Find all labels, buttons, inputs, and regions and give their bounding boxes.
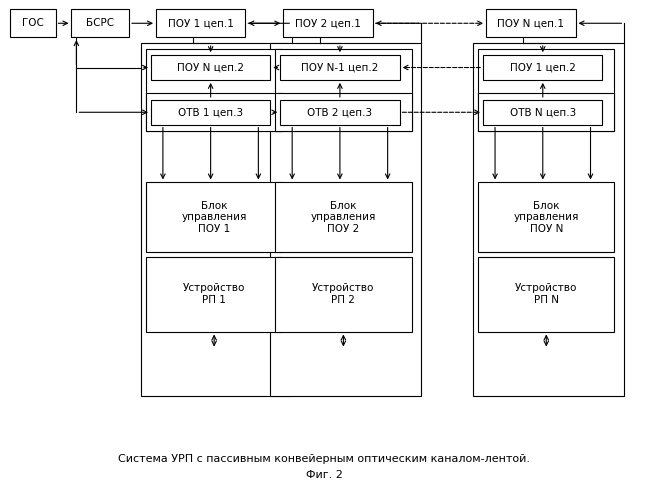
Text: Блок
управления
ПОУ 2: Блок управления ПОУ 2 xyxy=(311,200,376,234)
Bar xyxy=(146,93,282,130)
Text: ОТВ N цеп.3: ОТВ N цеп.3 xyxy=(509,108,576,118)
Bar xyxy=(71,10,129,37)
Bar xyxy=(141,43,292,396)
Text: БСРС: БСРС xyxy=(86,18,114,28)
Bar xyxy=(478,182,615,252)
Text: ГОС: ГОС xyxy=(21,18,43,28)
Bar xyxy=(478,93,615,130)
Text: Устройство
РП 1: Устройство РП 1 xyxy=(183,284,245,305)
Bar xyxy=(151,100,270,124)
Text: ОТВ 2 цеп.3: ОТВ 2 цеп.3 xyxy=(308,108,373,118)
Text: ПОУ N цеп.2: ПОУ N цеп.2 xyxy=(177,62,244,72)
Bar xyxy=(156,10,245,37)
Bar xyxy=(280,100,400,124)
Bar xyxy=(478,49,615,130)
Bar xyxy=(283,10,373,37)
Bar xyxy=(473,43,624,396)
Text: Блок
управления
ПОУ N: Блок управления ПОУ N xyxy=(513,200,579,234)
Bar xyxy=(146,257,282,332)
Bar xyxy=(275,182,411,252)
Bar xyxy=(483,55,602,80)
Bar xyxy=(275,257,411,332)
Text: Устройство
РП 2: Устройство РП 2 xyxy=(312,284,374,305)
Bar xyxy=(280,55,400,80)
Text: Блок
управления
ПОУ 1: Блок управления ПОУ 1 xyxy=(182,200,247,234)
Bar xyxy=(270,43,421,396)
Text: Система УРП с пассивным конвейерным оптическим каналом-лентой.: Система УРП с пассивным конвейерным опти… xyxy=(118,454,530,464)
Bar xyxy=(10,10,56,37)
Bar xyxy=(478,257,615,332)
Text: ПОУ N-1 цеп.2: ПОУ N-1 цеп.2 xyxy=(301,62,378,72)
Bar xyxy=(275,49,411,130)
Text: ОТВ 1 цеп.3: ОТВ 1 цеп.3 xyxy=(178,108,243,118)
Bar xyxy=(146,182,282,252)
Text: ПОУ 1 цеп.2: ПОУ 1 цеп.2 xyxy=(510,62,576,72)
Bar xyxy=(151,55,270,80)
Text: ПОУ N цеп.1: ПОУ N цеп.1 xyxy=(497,18,565,28)
Text: ПОУ 2 цеп.1: ПОУ 2 цеп.1 xyxy=(295,18,361,28)
Bar xyxy=(486,10,576,37)
Bar xyxy=(146,49,282,130)
Bar xyxy=(483,100,602,124)
Text: Фиг. 2: Фиг. 2 xyxy=(306,470,343,480)
Bar xyxy=(275,93,411,130)
Text: Устройство
РП N: Устройство РП N xyxy=(515,284,578,305)
Text: ПОУ 1 цеп.1: ПОУ 1 цеп.1 xyxy=(167,18,234,28)
